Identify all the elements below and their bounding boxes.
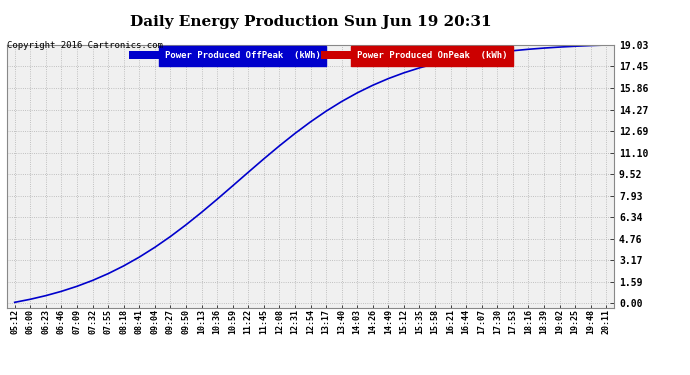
Legend: Power Produced OffPeak  (kWh), Power Produced OnPeak  (kWh): Power Produced OffPeak (kWh), Power Prod… bbox=[127, 50, 509, 62]
Text: Daily Energy Production Sun Jun 19 20:31: Daily Energy Production Sun Jun 19 20:31 bbox=[130, 15, 491, 29]
Text: Copyright 2016 Cartronics.com: Copyright 2016 Cartronics.com bbox=[7, 41, 163, 50]
